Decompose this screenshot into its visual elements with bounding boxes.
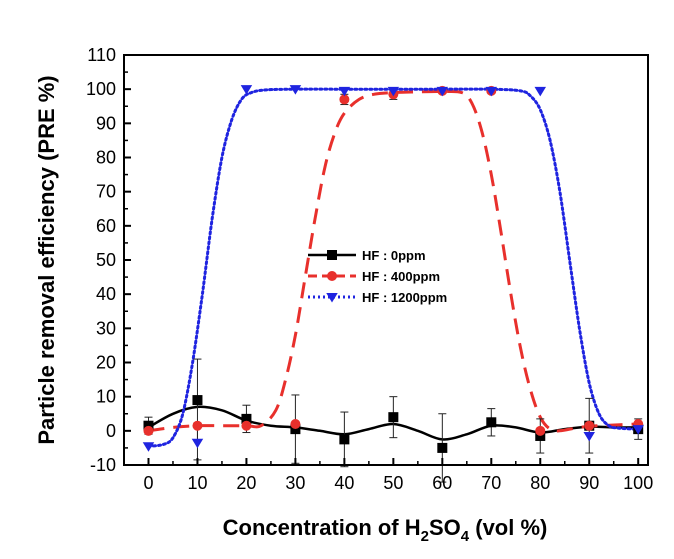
data-point-series-2-2 <box>240 85 253 95</box>
y-tick-label-2: 10 <box>96 387 116 407</box>
y-tick-label-11: 100 <box>86 79 116 99</box>
y-tick-label-5: 40 <box>96 284 116 304</box>
x-axis-title-main: Concentration of H <box>223 515 421 540</box>
x-tick-label-1: 10 <box>187 473 207 493</box>
y-axis: -10 0 10 20 30 40 50 60 70 80 90 100 110 <box>86 45 131 475</box>
y-axis-title: Particle removal efficiency (PRE %) <box>34 75 59 444</box>
data-point-series-2-7 <box>485 86 498 97</box>
x-tick-label-10: 100 <box>623 473 653 493</box>
data-point-series-2-4 <box>338 86 351 97</box>
data-point-series-0-5 <box>388 412 399 423</box>
x-tick-label-0: 0 <box>143 473 153 493</box>
data-point-series-2-8 <box>534 86 547 97</box>
x-tick-label-9: 90 <box>579 473 599 493</box>
x-tick-label-2: 20 <box>236 473 256 493</box>
legend-label-0: HF : 0ppm <box>362 248 426 263</box>
y-tick-label-12: 110 <box>87 45 116 65</box>
data-point-series-0-6 <box>437 442 448 453</box>
legend-marker-2 <box>326 293 338 303</box>
data-point-series-2-3 <box>289 85 302 95</box>
legend-label-2: HF : 1200ppm <box>362 290 447 305</box>
x-axis-title-mid: SO <box>429 515 461 540</box>
y-tick-label-9: 80 <box>96 148 116 168</box>
x-tick-label-3: 30 <box>285 473 305 493</box>
data-point-series-0-7 <box>486 417 497 428</box>
x-tick-label-5: 50 <box>383 473 403 493</box>
x-tick-label-4: 40 <box>334 473 354 493</box>
legend-label-1: HF : 400ppm <box>362 269 440 284</box>
data-point-series-0-1 <box>192 395 203 406</box>
data-markers <box>142 85 644 453</box>
y-tick-label-3: 20 <box>96 353 116 373</box>
data-point-series-1-3 <box>290 419 301 429</box>
legend-marker-0 <box>327 250 337 260</box>
y-tick-label-8: 70 <box>96 182 116 202</box>
y-tick-label-1: 0 <box>106 421 116 441</box>
data-point-series-1-4 <box>339 94 350 105</box>
fit-line-series-2 <box>147 87 640 448</box>
data-point-series-0-3 <box>290 424 301 435</box>
y-tick-label-0: -10 <box>90 455 116 475</box>
data-point-series-2-6 <box>436 86 449 97</box>
x-axis: 0 10 20 30 40 50 60 70 80 90 100 <box>143 458 653 493</box>
x-tick-label-7: 70 <box>481 473 501 493</box>
x-tick-label-6: 60 <box>432 473 452 493</box>
data-point-series-0-4 <box>339 434 350 445</box>
data-point-series-0-2 <box>241 413 252 424</box>
x-axis-title-end: (vol %) <box>469 515 547 540</box>
y-tick-label-6: 50 <box>96 250 116 270</box>
data-point-series-2-0 <box>142 442 155 452</box>
data-point-series-2-1 <box>191 438 204 449</box>
x-axis-title: Concentration of H2SO4 (vol %) <box>223 515 548 545</box>
data-point-series-2-10 <box>632 425 644 435</box>
data-point-series-1-1 <box>192 420 203 431</box>
y-tick-label-4: 30 <box>96 318 116 338</box>
data-point-series-2-9 <box>583 431 595 442</box>
data-point-series-1-0 <box>143 425 154 436</box>
data-point-series-2-5 <box>387 86 400 97</box>
data-point-series-1-9 <box>584 420 595 431</box>
y-tick-label-10: 90 <box>96 113 116 133</box>
x-axis-title-sub1: 2 <box>421 528 429 545</box>
y-tick-label-7: 60 <box>96 216 116 236</box>
x-tick-label-8: 80 <box>530 473 550 493</box>
data-point-series-1-2 <box>241 420 252 431</box>
data-point-series-0-0 <box>143 420 154 431</box>
x-axis-title-sub2: 4 <box>461 528 470 545</box>
legend-marker-1 <box>327 271 337 281</box>
legend: HF : 0ppm HF : 400ppm HF : 1200ppm <box>308 248 447 305</box>
data-point-series-1-8 <box>535 425 546 436</box>
data-point-series-0-8 <box>535 430 546 441</box>
